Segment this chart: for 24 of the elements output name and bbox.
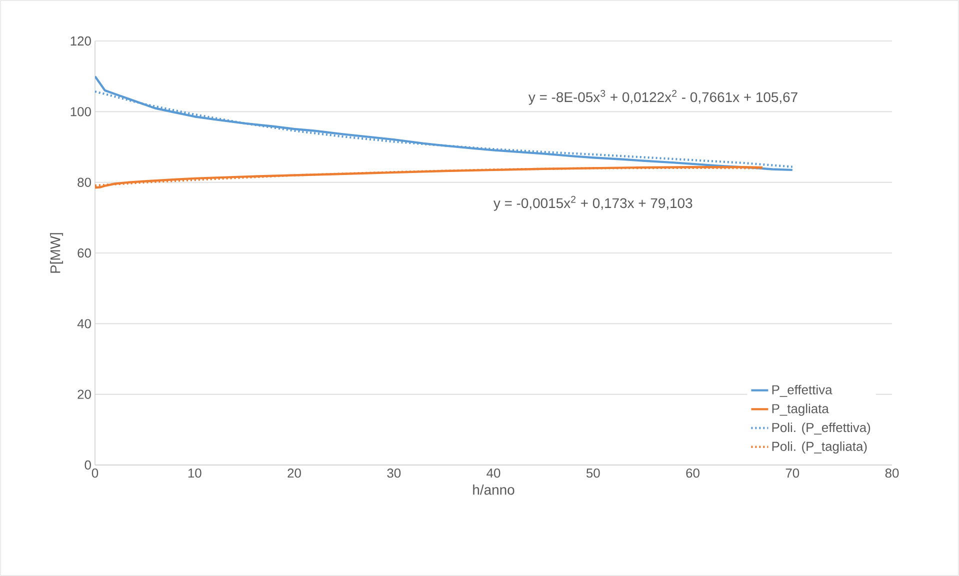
x-axis-title: h/anno bbox=[473, 484, 514, 495]
annotation: y = -0,0015x$^{2}$ + 0,173x + 79,103 bbox=[493, 196, 692, 211]
annotation: y = -8E-05x$^{3}$ + 0,0122x$^{2}$ - 0,7661x + 105,67 bbox=[528, 90, 798, 105]
x-tick-label: 0 bbox=[92, 468, 98, 478]
x-tick-label: 60 bbox=[686, 468, 700, 478]
x-tick-label: 30 bbox=[387, 468, 401, 478]
x-tick-label: 20 bbox=[288, 468, 301, 478]
legend-label: P_tagliata bbox=[772, 404, 829, 416]
y-tick-label: 20 bbox=[78, 390, 91, 399]
y-axis-title: P[MW] bbox=[50, 233, 64, 273]
legend-label: Poli. (P_tagliata) bbox=[772, 441, 867, 454]
x-tick-label: 50 bbox=[586, 468, 600, 478]
x-tick-label: 10 bbox=[188, 468, 202, 478]
x-tick-label: 70 bbox=[786, 468, 800, 478]
legend-label: P_effettiva bbox=[772, 384, 832, 397]
y-tick-label: 40 bbox=[77, 319, 91, 328]
y-tick-label: 100 bbox=[70, 107, 91, 116]
x-tick-label: 40 bbox=[486, 468, 500, 478]
x-tick-label: 80 bbox=[885, 468, 899, 478]
legend-label: Poli. (P_effettiva) bbox=[772, 422, 870, 435]
y-tick-label: 120 bbox=[70, 36, 91, 46]
y-tick-label: 80 bbox=[78, 178, 91, 187]
y-tick-label: 60 bbox=[78, 248, 91, 258]
y-tick-label: 0 bbox=[84, 460, 91, 470]
